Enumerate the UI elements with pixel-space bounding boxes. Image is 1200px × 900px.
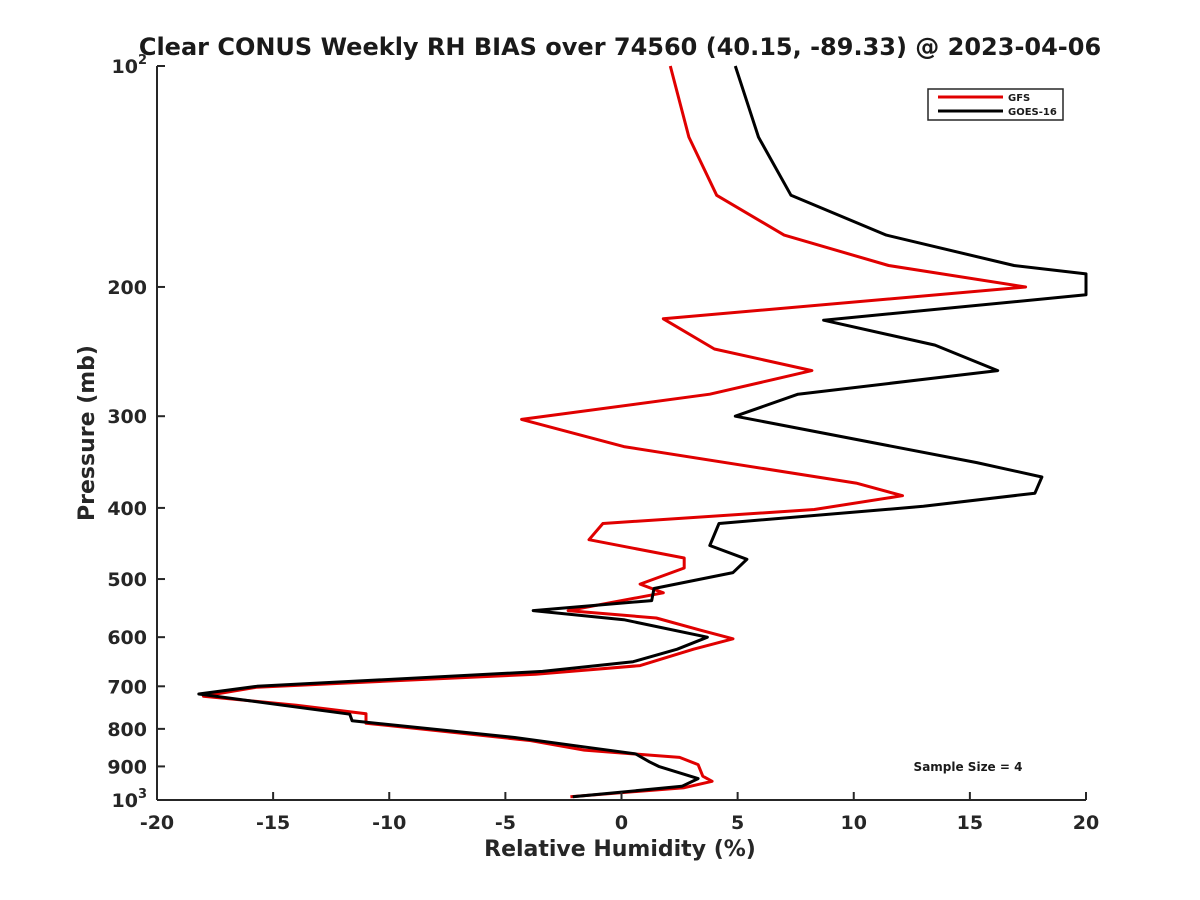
y-tick-label: 103 xyxy=(112,787,148,812)
legend-label-goes16: GOES-16 xyxy=(1008,107,1057,118)
legend-box xyxy=(927,88,1064,121)
legend: GFS GOES-16 xyxy=(927,88,1064,121)
x-tick-label: -5 xyxy=(495,812,516,834)
y-tick-label: 102 xyxy=(112,53,148,78)
x-tick-label: -10 xyxy=(372,812,406,834)
y-axis-label: Pressure (mb) xyxy=(75,345,100,521)
y-tick-label: 200 xyxy=(107,277,147,299)
series-line-goes16 xyxy=(197,65,1088,799)
axes: -20 -15 -10 -5 0 5 10 15 20 102 200 300 400 500 600 700… xyxy=(107,53,1099,834)
y-tick-label: 400 xyxy=(107,498,147,520)
sample-size-annotation: Sample Size = 4 xyxy=(914,760,1023,774)
chart-title: Clear CONUS Weekly RH BIAS over 74560 (4… xyxy=(139,33,1101,61)
x-tick-label: 15 xyxy=(957,812,983,834)
x-tick-label: -20 xyxy=(140,812,174,834)
y-tick-label: 700 xyxy=(107,676,147,698)
x-tick-label: -15 xyxy=(256,812,290,834)
y-tick-label: 600 xyxy=(107,627,147,649)
y-tick-label: 800 xyxy=(107,719,147,741)
x-tick-label: 5 xyxy=(731,812,744,834)
x-tick-label: 20 xyxy=(1073,812,1099,834)
series-line-gfs xyxy=(201,65,1028,799)
x-tick-label: 0 xyxy=(615,812,628,834)
y-tick-label: 500 xyxy=(107,569,147,591)
x-axis-label: Relative Humidity (%) xyxy=(484,837,756,862)
y-tick-label: 300 xyxy=(107,406,147,428)
legend-label-gfs: GFS xyxy=(1008,93,1030,104)
y-tick-label: 900 xyxy=(107,756,147,778)
x-tick-label: 10 xyxy=(841,812,867,834)
plot-series xyxy=(197,65,1088,799)
